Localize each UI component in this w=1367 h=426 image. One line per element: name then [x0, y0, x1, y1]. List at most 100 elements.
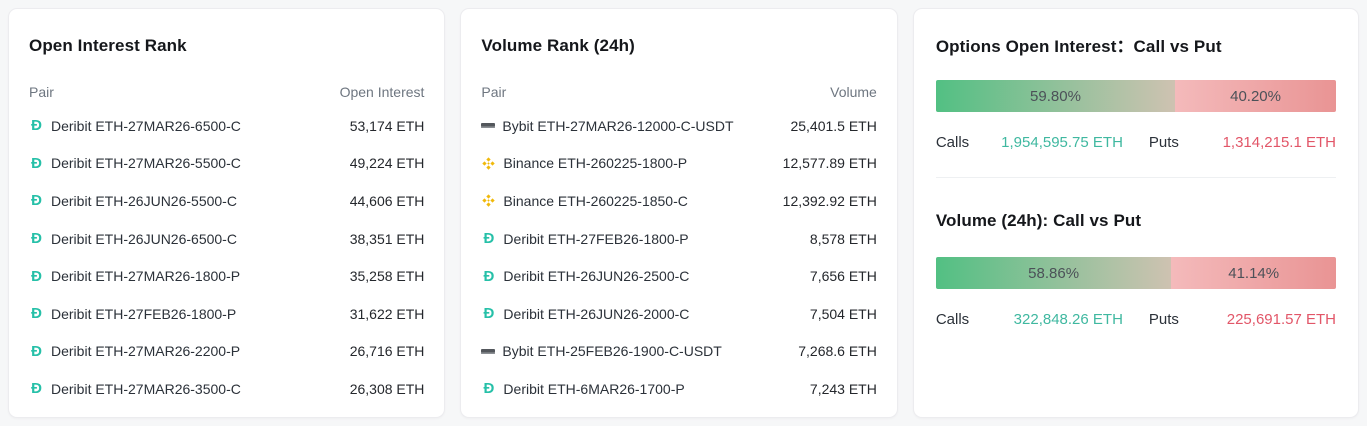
value-cell: 7,243 ETH	[809, 380, 877, 397]
deribit-icon: Đ	[31, 305, 42, 323]
value-cell: 49,224 ETH	[349, 155, 425, 172]
pair-label: Deribit ETH-27MAR26-6500-C	[51, 117, 241, 134]
deribit-icon: Đ	[31, 192, 42, 210]
deribit-icon: Đ	[31, 380, 42, 398]
table-row[interactable]: Binance ETH-260225-1800-P 12,577.89 ETH	[481, 145, 877, 183]
table-row[interactable]: Đ Deribit ETH-6MAR26-1700-P 7,243 ETH	[481, 370, 877, 408]
binance-icon	[481, 156, 496, 171]
value-cell: 7,268.6 ETH	[798, 343, 877, 360]
pair-label: Deribit ETH-26JUN26-5500-C	[51, 192, 237, 209]
value-cell: 31,622 ETH	[349, 305, 425, 322]
pair-label: Deribit ETH-26JUN26-2000-C	[503, 305, 690, 322]
table-row[interactable]: Binance ETH-260225-1850-C 12,392.92 ETH	[481, 182, 877, 220]
deribit-icon: Đ	[31, 117, 42, 135]
pair-label: Deribit ETH-6MAR26-1700-P	[503, 380, 685, 397]
calls-percentage: 59.80%	[1030, 87, 1081, 105]
deribit-icon: Đ	[483, 380, 495, 398]
value-cell: 8,578 ETH	[809, 230, 877, 247]
pair-cell: Đ Deribit ETH-26JUN26-5500-C	[29, 193, 237, 209]
call-vs-put-card: Options Open Interest：Call vs Put 59.80%…	[912, 8, 1359, 418]
column-header-pair: Pair	[29, 84, 54, 100]
puts-value: 1,314,215.1 ETH	[1222, 134, 1336, 151]
pair-label: Deribit ETH-27MAR26-2200-P	[51, 343, 241, 360]
puts-label: Puts	[1148, 134, 1179, 151]
volume-call-put-values: Calls 322,848.26 ETH Puts 225,691.57 ETH	[936, 311, 1336, 328]
pair-cell: Đ Deribit ETH-26JUN26-6500-C	[29, 231, 237, 247]
table-row[interactable]: Đ Deribit ETH-26JUN26-6500-C 38,351 ETH	[29, 220, 424, 258]
table-row[interactable]: Bybit ETH-25FEB26-1900-C-USDT 7,268.6 ETH	[481, 333, 877, 371]
calls-bar-segment: 58.86%	[935, 257, 1172, 289]
pair-label: Deribit ETH-27MAR26-1800-P	[51, 268, 241, 285]
table-row[interactable]: Đ Deribit ETH-27MAR26-2200-P 26,716 ETH	[29, 333, 424, 371]
table-row[interactable]: Đ Deribit ETH-27MAR26-1800-P 35,258 ETH	[29, 257, 424, 295]
puts-bar-segment: 41.14%	[1171, 257, 1336, 289]
table-row[interactable]: Đ Deribit ETH-26JUN26-5500-C 44,606 ETH	[29, 182, 424, 220]
pair-label: Deribit ETH-27MAR26-5500-C	[51, 155, 241, 172]
open-interest-rank-header: Pair Open Interest	[29, 77, 424, 107]
options-open-interest-call-vs-put-title: Options Open Interest：Call vs Put	[935, 37, 1222, 56]
pair-cell: Bybit ETH-27MAR26-12000-C-USDT	[481, 117, 734, 134]
pair-label: Bybit ETH-27MAR26-12000-C-USDT	[502, 117, 734, 134]
pair-cell: Binance ETH-260225-1800-P	[481, 155, 687, 171]
value-cell: 26,716 ETH	[349, 343, 425, 360]
pair-label: Deribit ETH-27MAR26-3500-C	[51, 380, 241, 397]
pair-label: Bybit ETH-25FEB26-1900-C-USDT	[502, 343, 722, 360]
pair-cell: Đ Deribit ETH-27MAR26-2200-P	[29, 343, 240, 359]
column-header-pair: Pair	[481, 84, 507, 100]
column-header-open-interest: Open Interest	[339, 84, 425, 100]
deribit-icon: Đ	[31, 230, 42, 248]
pair-label: Deribit ETH-26JUN26-6500-C	[51, 230, 237, 247]
value-cell: 26,308 ETH	[349, 380, 425, 397]
open-interest-call-put-values: Calls 1,954,595.75 ETH Puts 1,314,215.1 …	[936, 134, 1336, 151]
pair-cell: Đ Deribit ETH-27MAR26-3500-C	[29, 381, 241, 397]
puts-label: Puts	[1148, 311, 1179, 328]
table-row[interactable]: Đ Deribit ETH-26JUN26-2500-C 7,656 ETH	[481, 257, 877, 295]
pair-label: Binance ETH-260225-1850-C	[503, 192, 688, 209]
volume-rank-rows: Bybit ETH-27MAR26-12000-C-USDT 25,401.5 E…	[481, 107, 877, 408]
pair-label: Binance ETH-260225-1800-P	[503, 155, 688, 172]
pair-cell: Đ Deribit ETH-26JUN26-2000-C	[481, 305, 690, 322]
deribit-icon: Đ	[31, 154, 42, 172]
table-row[interactable]: Đ Deribit ETH-27MAR26-5500-C 49,224 ETH	[29, 145, 424, 183]
pair-cell: Binance ETH-260225-1850-C	[481, 192, 688, 209]
value-cell: 44,606 ETH	[349, 192, 425, 209]
value-cell: 35,258 ETH	[349, 268, 425, 285]
puts-value: 225,691.57 ETH	[1226, 311, 1336, 328]
open-interest-rank-rows: Đ Deribit ETH-27MAR26-6500-C 53,174 ETH Đ De…	[29, 107, 424, 408]
pair-cell: Đ Deribit ETH-6MAR26-1700-P	[481, 380, 685, 398]
value-cell: 7,504 ETH	[809, 305, 877, 322]
table-row[interactable]: Đ Deribit ETH-27FEB26-1800-P 8,578 ETH	[481, 220, 877, 258]
calls-label: Calls	[935, 134, 970, 151]
table-row[interactable]: Đ Deribit ETH-27FEB26-1800-P 31,622 ETH	[29, 295, 424, 333]
value-cell: 12,577.89 ETH	[782, 155, 877, 172]
calls-bar-segment: 59.80%	[935, 80, 1176, 112]
volume-rank-header: Pair Volume	[481, 77, 876, 107]
volume-rank-title: Volume Rank (24h)	[481, 36, 635, 55]
pair-cell: Đ Deribit ETH-27FEB26-1800-P	[29, 306, 236, 322]
calls-percentage: 58.86%	[1028, 264, 1080, 282]
column-header-volume: Volume	[830, 84, 877, 100]
value-cell: 25,401.5 ETH	[790, 117, 877, 134]
table-row[interactable]: Đ Deribit ETH-26JUN26-2000-C 7,504 ETH	[481, 295, 877, 333]
pair-cell: Đ Deribit ETH-26JUN26-2500-C	[481, 268, 690, 285]
value-cell: 12,392.92 ETH	[782, 192, 877, 209]
pair-cell: Đ Deribit ETH-27FEB26-1800-P	[481, 231, 689, 247]
deribit-icon: Đ	[31, 342, 42, 360]
calls-value: 322,848.26 ETH	[1013, 311, 1123, 328]
table-row[interactable]: Đ Deribit ETH-27MAR26-6500-C 53,174 ETH	[29, 107, 424, 145]
pair-label: Deribit ETH-26JUN26-2500-C	[503, 268, 690, 285]
section-divider	[935, 177, 1336, 178]
open-interest-call-put-bar: 59.80% 40.20%	[935, 80, 1336, 112]
pair-cell: Đ Deribit ETH-27MAR26-1800-P	[29, 268, 240, 284]
volume-rank-card: Volume Rank (24h) Pair Volume Bybit ETH-…	[460, 8, 898, 418]
bybit-icon	[481, 348, 496, 354]
pair-cell: Bybit ETH-25FEB26-1900-C-USDT	[481, 343, 722, 360]
calls-label: Calls	[935, 311, 970, 328]
table-row[interactable]: Bybit ETH-27MAR26-12000-C-USDT 25,401.5 E…	[481, 107, 877, 145]
puts-percentage: 41.14%	[1228, 264, 1280, 282]
table-row[interactable]: Đ Deribit ETH-27MAR26-3500-C 26,308 ETH	[29, 370, 424, 408]
puts-bar-segment: 40.20%	[1175, 80, 1336, 112]
binance-icon	[481, 193, 496, 208]
